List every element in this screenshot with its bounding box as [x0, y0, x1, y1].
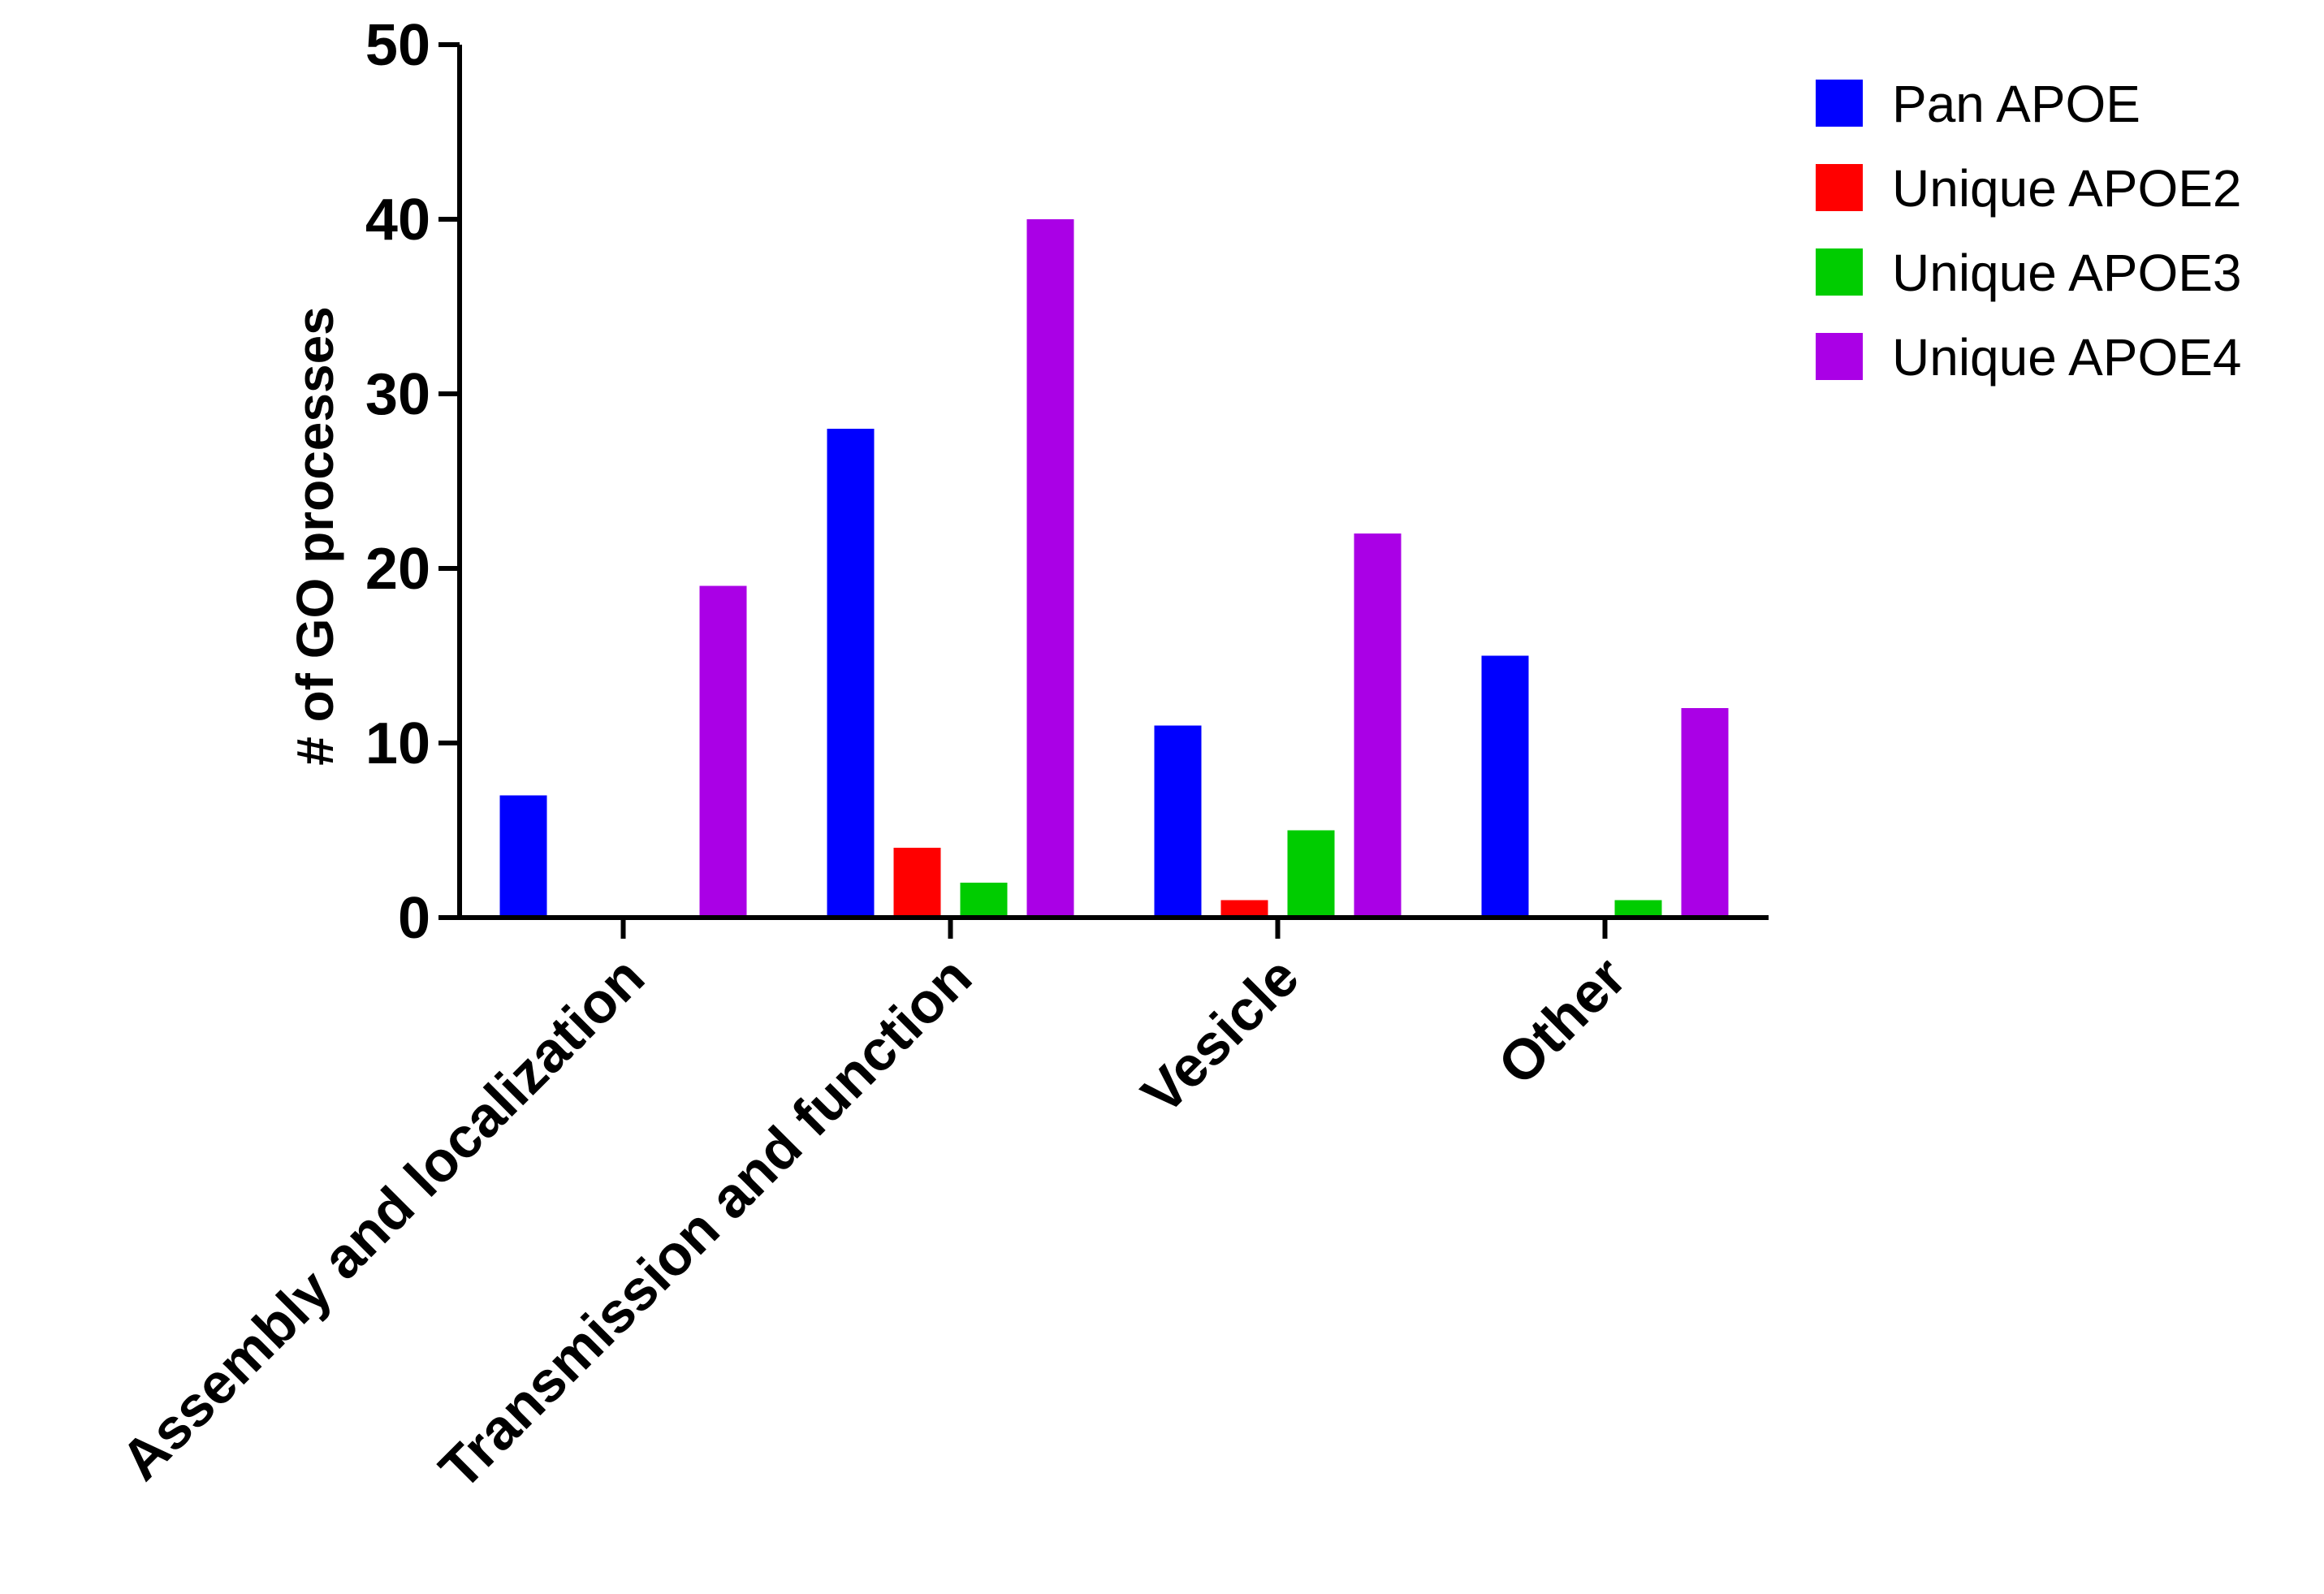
x-category-label: Transmission and function: [427, 944, 983, 1501]
y-axis-ticks: 0 10 20 30 40 50: [365, 13, 460, 951]
y-tick-label: 50: [365, 13, 430, 78]
bar-unique-apoe2-2: [1220, 900, 1268, 918]
bar-unique-apoe4-3: [1681, 708, 1729, 918]
legend-swatch: [1816, 80, 1863, 127]
legend-label: Pan APOE: [1892, 75, 2140, 133]
bar-pan-apoe-0: [499, 795, 547, 918]
legend-label: Unique APOE3: [1892, 244, 2242, 302]
bars: [499, 219, 1729, 918]
legend-label: Unique APOE4: [1892, 328, 2242, 387]
y-tick-label: 10: [365, 711, 430, 776]
bar-unique-apoe4-1: [1026, 219, 1074, 918]
bar-unique-apoe3-2: [1287, 830, 1335, 918]
x-category-label: Other: [1486, 944, 1638, 1096]
bar-pan-apoe-3: [1481, 655, 1529, 918]
bar-unique-apoe4-2: [1354, 533, 1402, 918]
y-axis-title: # of GO processes: [286, 306, 344, 766]
bar-unique-apoe3-1: [960, 883, 1008, 918]
x-category-label: Vesicle: [1130, 944, 1311, 1125]
bar-unique-apoe2-1: [893, 848, 941, 918]
y-tick-label: 20: [365, 537, 430, 602]
y-tick-label: 40: [365, 188, 430, 253]
legend-swatch: [1816, 333, 1863, 380]
x-category-label: Assembly and localization: [109, 944, 656, 1492]
bar-unique-apoe3-3: [1614, 900, 1662, 918]
legend: Pan APOE Unique APOE2 Unique APOE3 Unique A…: [1816, 75, 2242, 387]
y-tick-label: 0: [398, 886, 430, 951]
legend-swatch: [1816, 164, 1863, 211]
bar-unique-apoe4-0: [699, 585, 747, 918]
bar-pan-apoe-1: [827, 429, 875, 918]
legend-swatch: [1816, 248, 1863, 296]
legend-label: Unique APOE2: [1892, 159, 2242, 218]
y-tick-label: 30: [365, 362, 430, 427]
bar-pan-apoe-2: [1154, 725, 1202, 918]
